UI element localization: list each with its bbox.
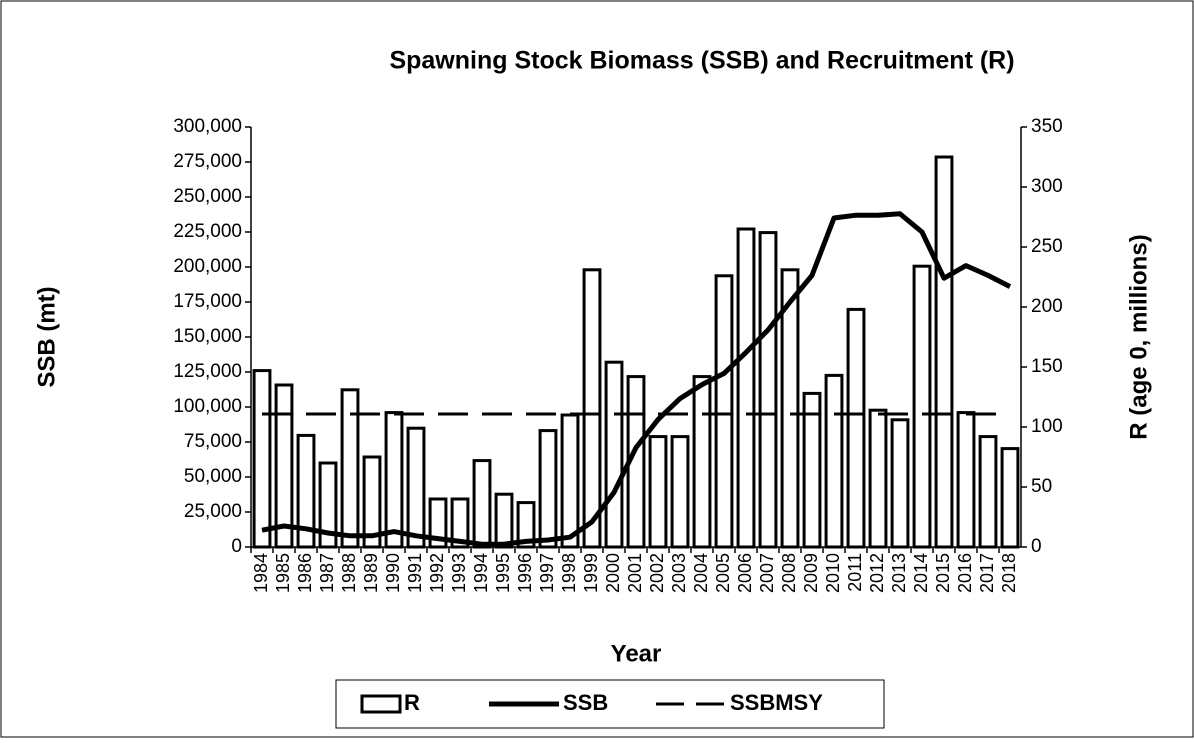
y-tick-label: 200,000 (173, 256, 242, 277)
bar (934, 155, 954, 549)
bar (472, 459, 492, 549)
y-tick-label: 25,000 (184, 501, 242, 522)
y2-tick-label: 0 (1031, 536, 1042, 557)
y-tick-label: 250,000 (173, 186, 242, 207)
x-tick-label: 1996 (515, 553, 535, 593)
bar (912, 264, 932, 549)
y2-tick-label: 150 (1031, 356, 1063, 377)
x-tick-label: 2008 (779, 553, 799, 593)
y-tick-label: 150,000 (173, 326, 242, 347)
bar (274, 383, 294, 549)
bar (890, 418, 910, 549)
bar (406, 426, 426, 549)
bar (868, 408, 888, 549)
bar (560, 413, 580, 549)
y-tick-label: 275,000 (173, 151, 242, 172)
x-tick-label: 2009 (801, 553, 821, 593)
bar (582, 268, 602, 549)
x-tick-label: 2000 (603, 553, 623, 593)
x-tick-label: 2010 (823, 553, 843, 593)
x-tick-label: 1986 (295, 553, 315, 593)
y2-axis-label: R (age 0, millions) (1125, 234, 1152, 439)
bar (538, 429, 558, 549)
y2-tick-label: 250 (1031, 236, 1063, 257)
x-tick-label: 2012 (867, 553, 887, 593)
x-tick-label: 2011 (845, 553, 865, 592)
bar (802, 391, 822, 549)
x-tick-label: 1984 (251, 553, 271, 593)
y-tick-label: 175,000 (173, 291, 242, 312)
x-tick-label: 1987 (317, 553, 337, 593)
legend-swatch (360, 694, 402, 714)
legend-label: R (404, 690, 420, 715)
x-tick-label: 2018 (999, 553, 1019, 593)
x-tick-label: 2007 (757, 553, 777, 593)
x-tick-label: 2006 (735, 553, 755, 593)
x-axis-label: Year (611, 640, 662, 667)
x-tick-label: 1988 (339, 553, 359, 593)
bar (758, 231, 778, 549)
bar (978, 435, 998, 549)
legend-label: SSB (563, 690, 608, 715)
x-tick-label: 2005 (713, 553, 733, 593)
y2-tick-label: 100 (1031, 416, 1063, 437)
bar (736, 227, 756, 549)
bar (1000, 447, 1020, 549)
line-series (261, 211, 1012, 547)
x-tick-label: 1990 (383, 553, 403, 593)
x-tick-label: 1995 (493, 553, 513, 593)
y2-tick-label: 200 (1031, 296, 1063, 317)
x-tick-label: 2002 (647, 553, 667, 593)
x-tick-label: 1999 (581, 553, 601, 593)
x-tick-label: 1985 (273, 553, 293, 593)
x-tick-label: 2004 (691, 553, 711, 593)
bar (824, 373, 844, 549)
y-axis-label: SSB (mt) (33, 286, 60, 387)
bar (714, 274, 734, 549)
y-tick-label: 100,000 (173, 396, 242, 417)
bar (692, 375, 712, 549)
bar (846, 307, 866, 549)
bar (648, 435, 668, 549)
y-tick-label: 300,000 (173, 116, 242, 137)
y-tick-label: 225,000 (173, 221, 242, 242)
bar (956, 411, 976, 549)
x-tick-label: 2014 (911, 553, 931, 593)
x-tick-label: 2001 (625, 553, 645, 593)
bar (494, 492, 514, 549)
y2-tick-label: 50 (1031, 476, 1052, 497)
x-tick-label: 1993 (449, 553, 469, 593)
x-tick-label: 2016 (955, 553, 975, 593)
x-tick-label: 2015 (933, 553, 953, 593)
y-tick-label: 50,000 (184, 466, 242, 487)
x-tick-label: 1992 (427, 553, 447, 593)
bar (252, 369, 272, 549)
y-tick-label: 75,000 (184, 431, 242, 452)
bar (604, 360, 624, 549)
x-tick-label: 1994 (471, 553, 491, 593)
x-tick-label: 1997 (537, 553, 557, 593)
bar (384, 411, 404, 549)
x-tick-label: 1998 (559, 553, 579, 593)
y2-tick-label: 300 (1031, 176, 1063, 197)
legend-label: SSBMSY (730, 690, 823, 715)
y2-tick-label: 350 (1031, 116, 1063, 137)
x-tick-label: 1989 (361, 553, 381, 593)
x-tick-label: 2013 (889, 553, 909, 593)
bar (670, 435, 690, 549)
chart-title: Spawning Stock Biomass (SSB) and Recruit… (389, 47, 1014, 75)
y-tick-label: 0 (231, 536, 242, 557)
legend-box (335, 679, 885, 729)
x-tick-label: 2017 (977, 553, 997, 593)
y-tick-label: 125,000 (173, 361, 242, 382)
x-tick-label: 1991 (405, 553, 425, 593)
x-tick-label: 2003 (669, 553, 689, 593)
